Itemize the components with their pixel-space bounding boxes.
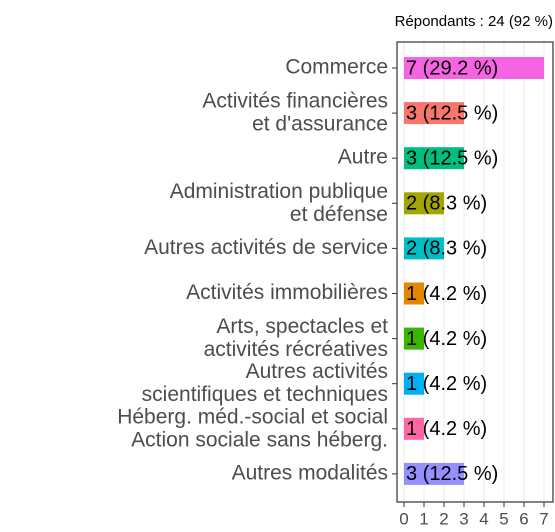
value-label: 3 (12.5 %): [406, 102, 498, 124]
x-tick-label: 4: [479, 509, 488, 528]
x-tick-label: 2: [439, 509, 448, 528]
y-tick-label: Administration publique et défense: [170, 179, 388, 225]
value-label: 3 (12.5 %): [406, 147, 498, 169]
y-tick-label: Arts, spectacles et activités récréatives: [204, 315, 389, 361]
y-tick-label: Activités immobilières: [186, 281, 388, 304]
y-tick-label: Héberg. méd.-social et social Action soci…: [117, 405, 388, 451]
value-label: 2 (8.3 %): [406, 238, 487, 260]
value-label: 2 (8.3 %): [406, 193, 487, 215]
bar: [404, 102, 464, 125]
x-tick-label: 6: [519, 509, 528, 528]
bar: [404, 192, 444, 215]
x-tick-label: 0: [399, 509, 408, 528]
y-tick-label: Autre: [338, 146, 388, 169]
x-tick-label: 3: [459, 509, 468, 528]
y-tick-label: Commerce: [285, 56, 388, 79]
bar: [404, 57, 544, 79]
value-label: 1 (4.2 %): [406, 373, 487, 395]
bar: [404, 282, 424, 305]
x-tick-label: 5: [499, 509, 508, 528]
bar: [404, 417, 424, 440]
chart-subtitle: Répondants : 24 (92 %): [395, 13, 553, 30]
value-label: 1 (4.2 %): [406, 418, 487, 440]
y-tick-label: Activités financières et d'assurance: [202, 89, 388, 135]
bar: [404, 147, 464, 170]
y-tick-label: Autres activités scientifiques et techniq…: [142, 360, 388, 406]
y-tick-label: Autres modalités: [232, 461, 388, 484]
value-label: 1 (4.2 %): [406, 328, 487, 350]
bar: [404, 462, 464, 485]
value-label: 1 (4.2 %): [406, 283, 487, 305]
x-tick-label: 7: [539, 509, 548, 528]
y-tick-label: Autres activités de service: [144, 236, 388, 259]
value-label: 7 (29.2 %): [406, 57, 498, 79]
bar: [404, 327, 424, 350]
value-label: 3 (12.5 %): [406, 463, 498, 485]
x-tick-label: 1: [419, 509, 428, 528]
bar: [404, 237, 444, 260]
bar: [404, 372, 424, 395]
panel-border: [396, 41, 554, 503]
